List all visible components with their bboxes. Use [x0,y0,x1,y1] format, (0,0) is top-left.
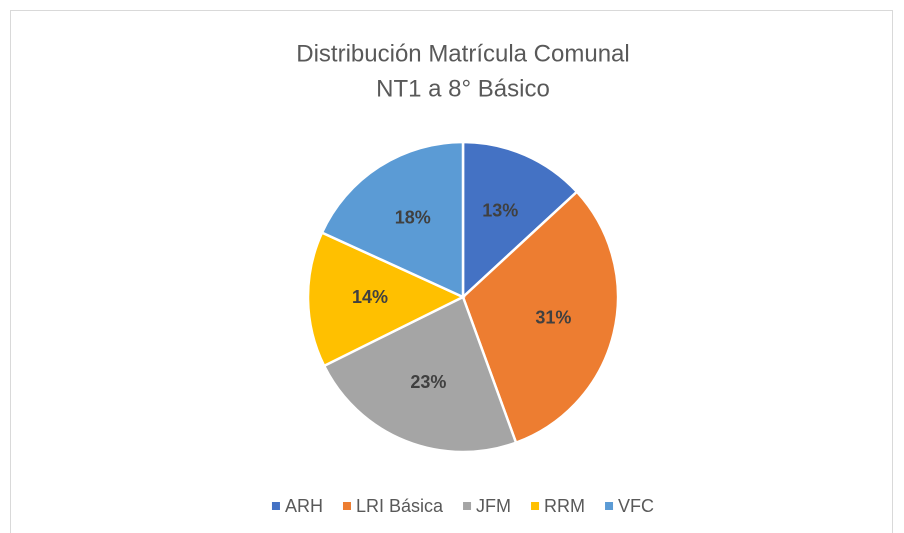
legend-swatch [271,502,280,510]
pie-slice [320,140,465,299]
chart-subtitle: NT1 a 8° Básico [376,75,550,102]
legend-label: ARH [285,496,323,516]
pie-slice [461,190,620,445]
legend-swatch [531,502,540,510]
chart-title: Distribución Matrícula Comunal [296,40,629,67]
legend-label: VFC [618,496,654,516]
legend-label: JFM [476,496,511,516]
legend-label: RRM [544,496,585,516]
pie-slice [461,140,579,300]
data-label: 18% [395,208,431,228]
legend-label: LRI Básica [356,496,444,516]
legend-swatch [463,502,472,510]
pie-slice [322,295,518,454]
legend-swatch [342,502,351,510]
data-label: 14% [352,287,388,307]
legend-swatch [605,502,614,510]
data-label: 31% [535,308,571,328]
data-label: 23% [410,372,446,392]
data-label: 13% [482,201,518,221]
pie-slice [306,230,466,368]
